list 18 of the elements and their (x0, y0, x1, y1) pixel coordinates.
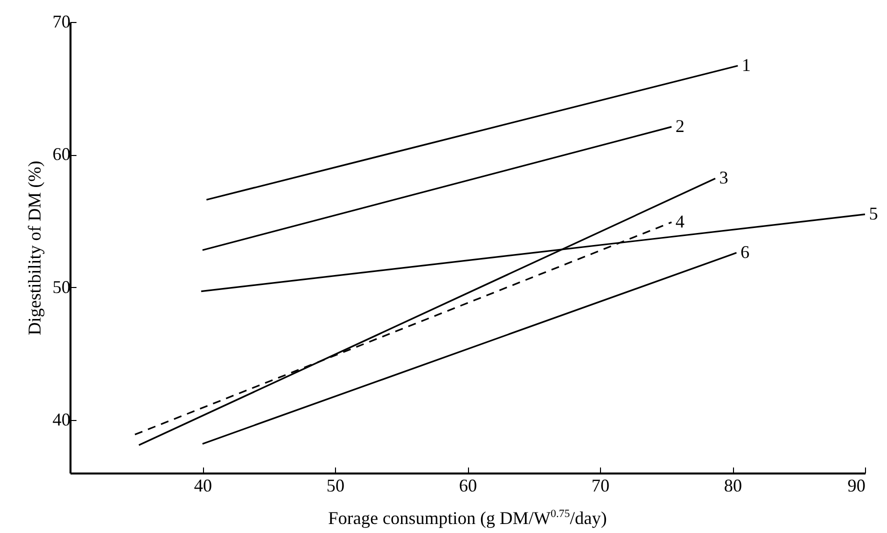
series-label: 5 (869, 203, 878, 224)
y-tick-label: 50 (52, 276, 70, 297)
x-tick-label: 50 (326, 476, 344, 496)
y-tick-label: 70 (52, 12, 70, 32)
x-tick-label: 70 (592, 476, 610, 496)
series-label: 1 (742, 54, 751, 75)
x-tick-label: 90 (848, 476, 866, 496)
series-label: 3 (719, 168, 728, 188)
y-tick-label: 60 (52, 144, 70, 164)
x-tick-label: 80 (724, 476, 742, 496)
series-label: 6 (740, 242, 750, 262)
y-tick-label: 40 (52, 409, 70, 430)
y-axis-title: Digestibility of DM (%) (24, 160, 44, 336)
series-label: 2 (676, 116, 685, 136)
series-label: 4 (676, 211, 685, 232)
x-tick-label: 40 (194, 476, 212, 496)
x-tick-label: 60 (459, 476, 477, 496)
x-axis-title: Forage consumption (g DM/W$^{0.75}$/day) (327, 507, 608, 529)
